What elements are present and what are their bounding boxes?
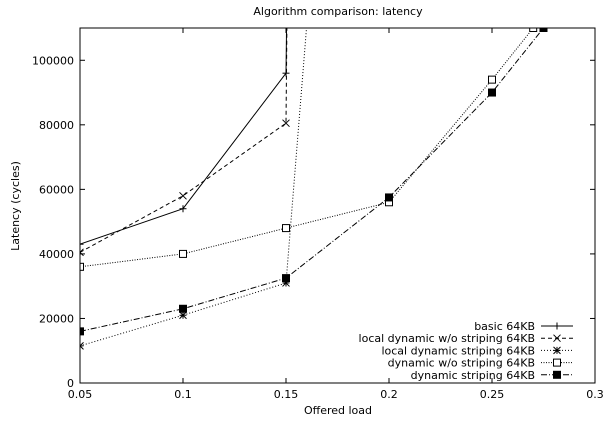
data-point <box>529 28 538 32</box>
series-layer <box>80 28 548 350</box>
x-tick-label: 0.15 <box>274 388 299 401</box>
data-point <box>80 240 84 248</box>
series-line <box>80 28 534 268</box>
data-point <box>385 193 393 202</box>
data-point <box>80 262 84 271</box>
series-5 <box>80 28 548 336</box>
data-point <box>179 249 187 258</box>
legend-marker <box>553 322 561 330</box>
legend-entry: dynamic w/o striping 64KB <box>388 357 573 370</box>
data-point <box>179 304 187 313</box>
data-point <box>539 28 548 32</box>
legend-marker <box>553 346 561 355</box>
legend-entry: local dynamic w/o striping 64KB <box>359 332 573 345</box>
y-tick-label: 20000 <box>39 312 74 325</box>
x-axis-title: Offered load <box>304 404 372 417</box>
data-point <box>488 75 496 84</box>
x-tick-label: 0.1 <box>174 388 192 401</box>
series-line <box>80 28 288 245</box>
legend-marker <box>553 370 561 379</box>
legend-marker <box>553 358 561 367</box>
y-tick-label: 0 <box>67 377 74 390</box>
legend-entry: basic 64KB <box>474 320 573 333</box>
data-point <box>282 119 290 128</box>
series-line <box>80 28 308 347</box>
y-tick-label: 40000 <box>39 248 74 261</box>
chart-title: Algorithm comparison: latency <box>253 5 423 18</box>
legend-label: local dynamic w/o striping 64KB <box>359 332 535 345</box>
data-point <box>80 248 84 257</box>
legend-label: dynamic striping 64KB <box>411 369 535 382</box>
x-tick-label: 0.2 <box>380 388 398 401</box>
y-tick-label: 100000 <box>32 54 74 67</box>
data-point <box>179 205 187 213</box>
legend-entry: local dynamic striping 64KB <box>381 344 573 357</box>
legend-label: basic 64KB <box>474 320 535 333</box>
data-point <box>282 274 290 283</box>
x-tick-label: 0.3 <box>586 388 604 401</box>
series-1 <box>80 28 290 248</box>
y-tick-label: 80000 <box>39 119 74 132</box>
data-point <box>80 327 84 336</box>
data-point <box>179 191 187 200</box>
legend-entry: dynamic striping 64KB <box>411 369 573 382</box>
series-line <box>80 28 288 253</box>
data-point <box>80 342 84 350</box>
plot-frame <box>79 27 596 384</box>
data-point <box>488 88 496 97</box>
legend-marker <box>553 334 561 343</box>
x-tick-label: 0.05 <box>68 388 93 401</box>
data-point <box>179 311 187 320</box>
legend-label: dynamic w/o striping 64KB <box>388 357 535 370</box>
y-axis-title: Latency (cycles) <box>9 161 22 251</box>
series-3 <box>80 28 308 350</box>
data-point <box>282 224 290 233</box>
axes-layer: 0.05 0.1 0.15 0.2 0.25 0.3 0 20000 40000 60000 800… <box>32 28 604 401</box>
series-2 <box>80 28 290 257</box>
y-tick-label: 60000 <box>39 183 74 196</box>
legend-label: local dynamic striping 64KB <box>381 344 535 357</box>
series-line <box>80 28 544 332</box>
x-tick-label: 0.25 <box>480 388 505 401</box>
series-4 <box>80 28 538 271</box>
